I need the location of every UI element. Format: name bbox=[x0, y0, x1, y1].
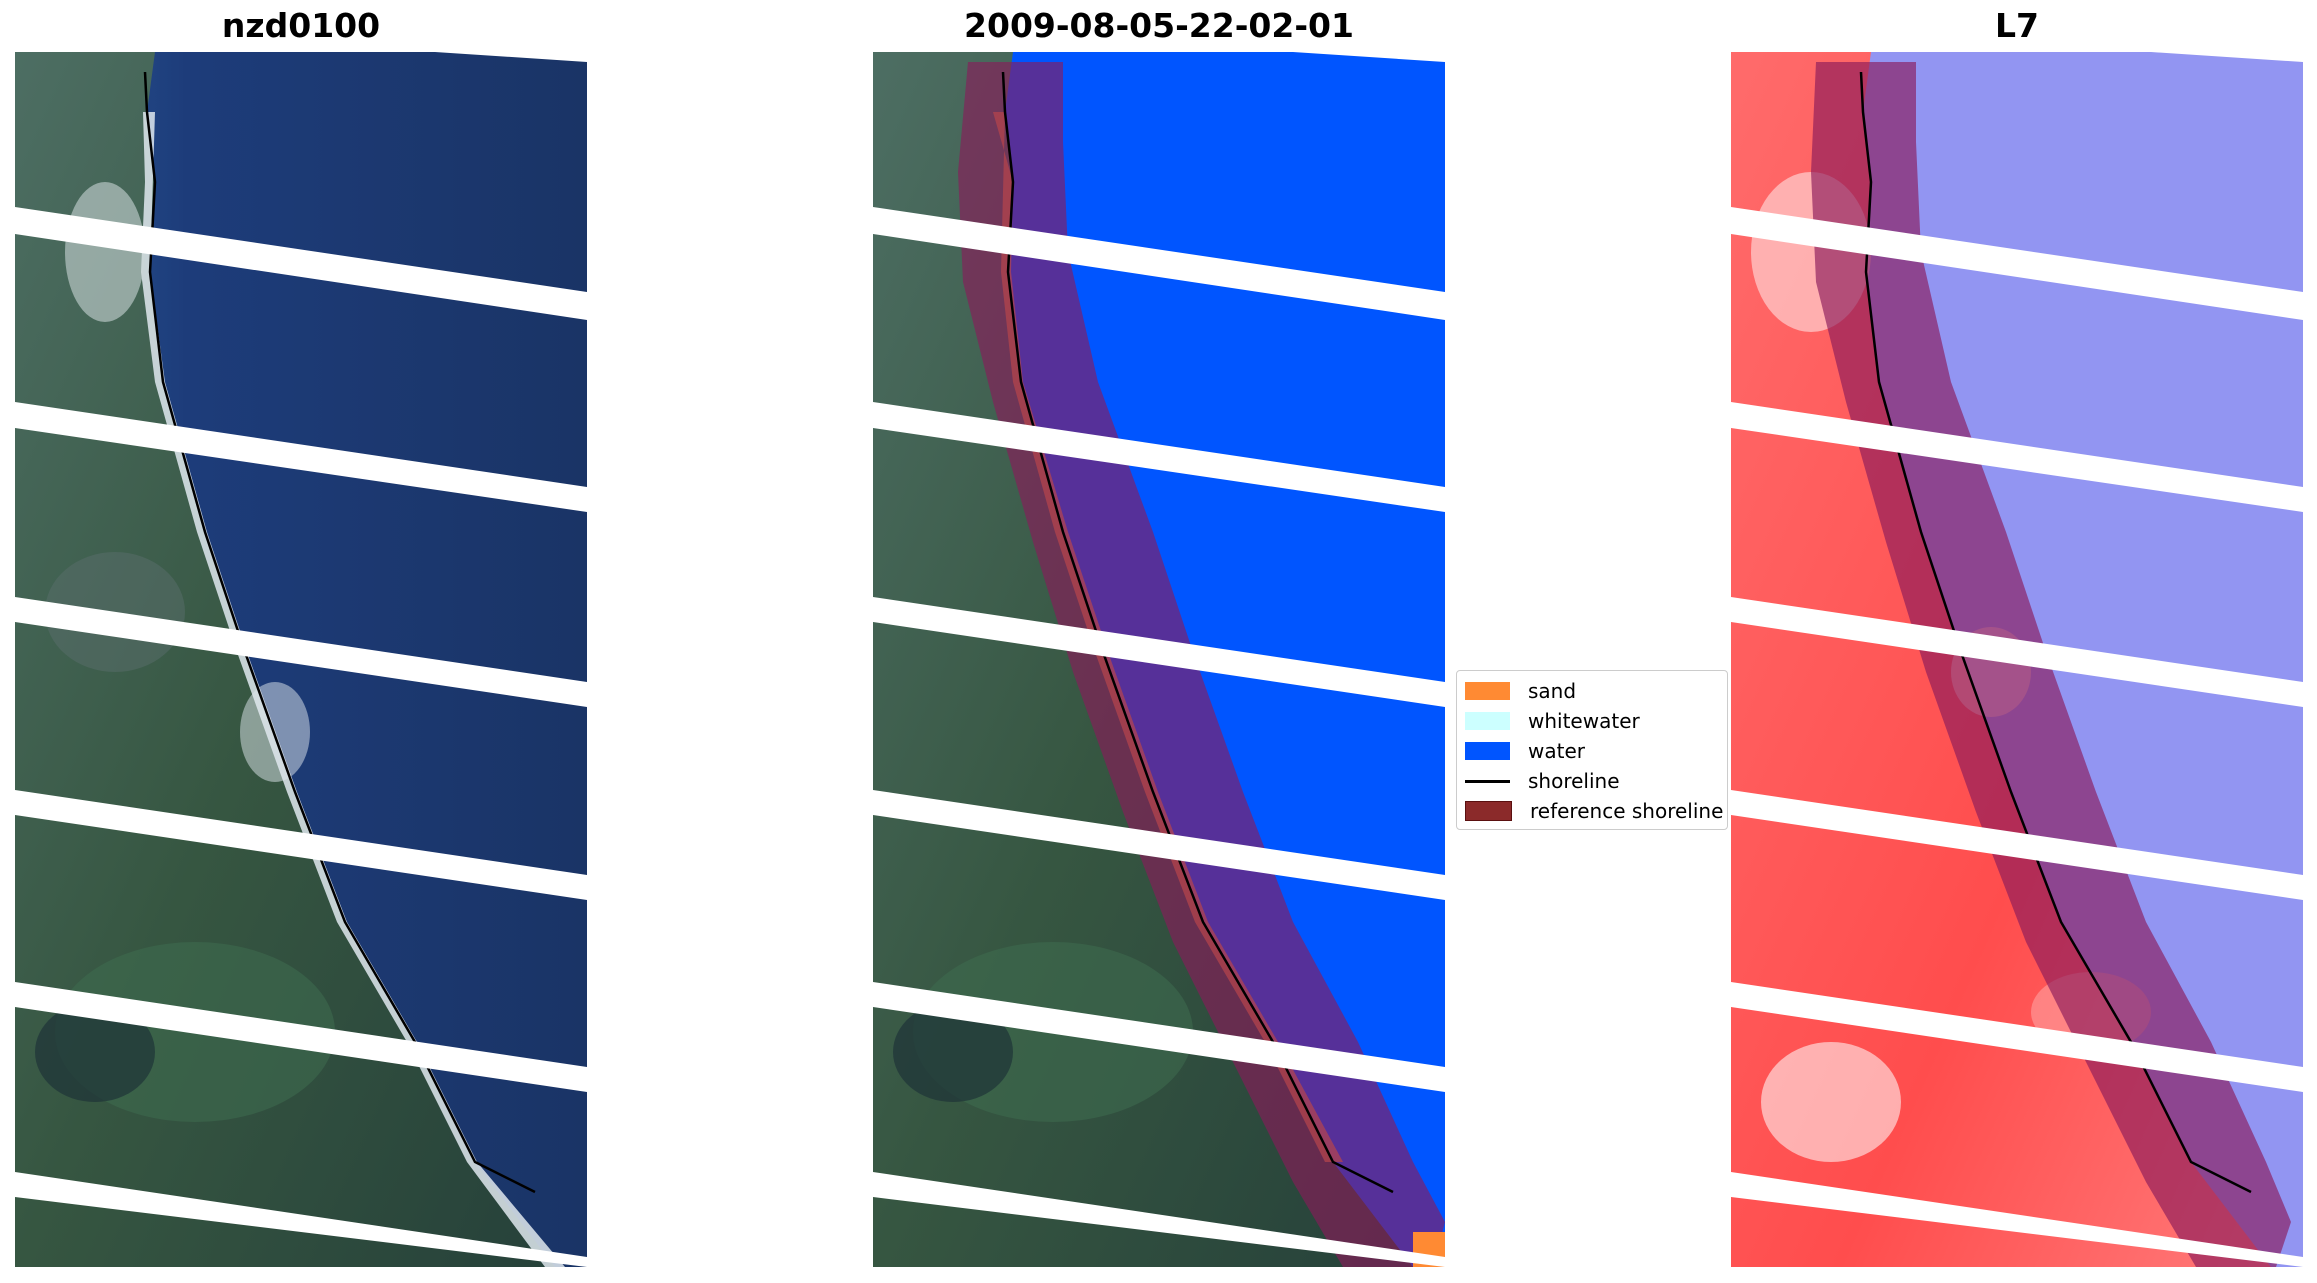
panel-title-image: nzd0100 bbox=[221, 6, 381, 45]
legend-item-sand: sand bbox=[1457, 676, 1576, 706]
legend-label: sand bbox=[1528, 679, 1577, 703]
legend-item-reference-shoreline: reference shoreline bbox=[1457, 796, 1723, 826]
legend-item-whitewater: whitewater bbox=[1457, 706, 1640, 736]
shoreline-line-swatch bbox=[1465, 779, 1510, 783]
legend-label: reference shoreline bbox=[1530, 799, 1724, 823]
legend-label: whitewater bbox=[1528, 709, 1640, 733]
index-panel bbox=[1731, 52, 2303, 1267]
reference-shoreline-swatch bbox=[1465, 801, 1512, 821]
sand-swatch bbox=[1465, 682, 1510, 700]
whitewater-swatch bbox=[1465, 712, 1510, 730]
legend-item-shoreline: shoreline bbox=[1457, 766, 1620, 796]
water-swatch bbox=[1465, 742, 1510, 760]
legend-label: water bbox=[1528, 739, 1585, 763]
legend-item-water: water bbox=[1457, 736, 1585, 766]
panel-title-classification: 2009-08-05-22-02-01 bbox=[964, 6, 1354, 45]
legend-label: shoreline bbox=[1528, 769, 1620, 793]
legend: sand whitewater water shoreline referenc… bbox=[1456, 670, 1728, 830]
classification-panel bbox=[873, 52, 1445, 1267]
panel-title-index: L7 bbox=[1995, 6, 2039, 45]
satellite-image-panel bbox=[15, 52, 587, 1267]
